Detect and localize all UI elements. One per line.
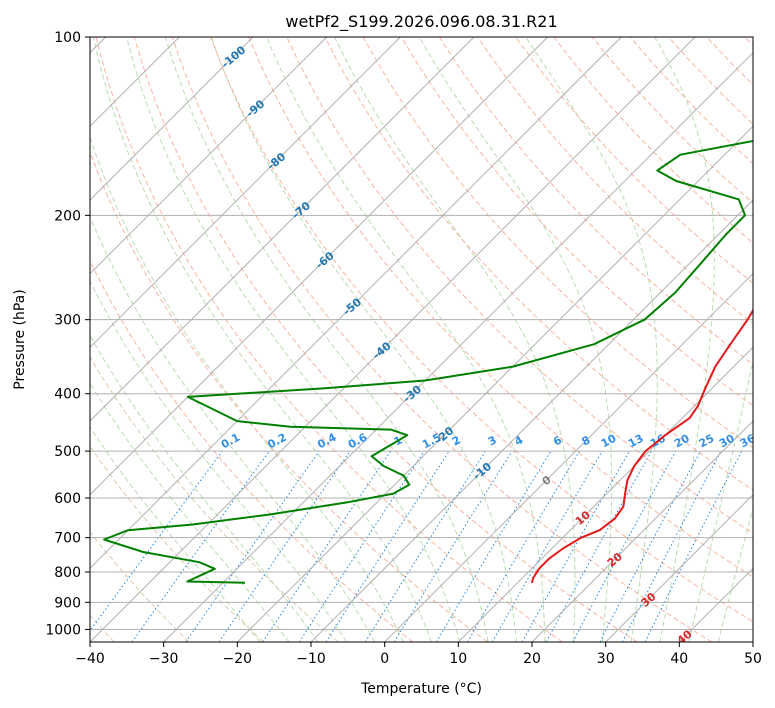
mixing-ratio-label: 25 bbox=[697, 432, 717, 451]
moist-adiabat bbox=[90, 334, 319, 642]
moist-adiabat bbox=[688, 358, 753, 642]
x-tick-label: 10 bbox=[449, 651, 467, 667]
isotherm-line bbox=[163, 51, 753, 642]
x-tick-label: −10 bbox=[296, 651, 326, 667]
moist-adiabat bbox=[210, 37, 517, 642]
mixing-ratio-line bbox=[572, 450, 677, 642]
x-tick-label: −20 bbox=[223, 651, 253, 667]
moist-adiabat bbox=[126, 37, 461, 642]
mixing-ratio-line bbox=[298, 450, 425, 642]
y-tick-label: 200 bbox=[54, 208, 81, 224]
mixing-ratio-line bbox=[545, 450, 653, 642]
mixing-ratio-label: 36 bbox=[738, 432, 758, 451]
dry-adiabat bbox=[438, 37, 753, 366]
dry-adiabat bbox=[324, 37, 753, 491]
dry-adiabat bbox=[90, 445, 264, 642]
mixing-ratio-line bbox=[90, 450, 223, 632]
isotherm-line bbox=[90, 37, 401, 349]
moist-adiabat bbox=[418, 37, 613, 642]
moist-adiabat bbox=[90, 382, 290, 642]
mixing-ratio-lines bbox=[90, 450, 743, 642]
moist-adiabat bbox=[90, 215, 376, 642]
y-tick-label: 800 bbox=[54, 565, 81, 581]
isotherm-line bbox=[90, 37, 328, 275]
y-tick-label: 700 bbox=[54, 531, 81, 547]
mixing-ratio-line bbox=[393, 450, 513, 642]
dry-adiabat bbox=[248, 37, 753, 578]
y-tick-label: 400 bbox=[54, 387, 81, 403]
moist-adiabat bbox=[164, 37, 489, 642]
isotherm-line bbox=[384, 272, 753, 642]
mixing-ratio-line bbox=[218, 450, 351, 642]
moist-adiabat bbox=[525, 37, 658, 642]
x-tick-label: 0 bbox=[380, 651, 389, 667]
isotherm-line bbox=[605, 493, 753, 642]
mixing-ratio-line bbox=[185, 450, 320, 642]
moist-adiabats bbox=[90, 37, 753, 642]
dewpoint-line bbox=[103, 139, 753, 584]
isotherm-line bbox=[310, 199, 753, 642]
axes: −40 −30 −20 −10 0 10 20 30 40 50 100 200 300 400 500 60… bbox=[45, 30, 762, 667]
mixing-ratio-line bbox=[644, 450, 743, 642]
dry-adiabat bbox=[171, 37, 712, 642]
dry-adiabat bbox=[400, 37, 753, 407]
isotherm-line bbox=[90, 37, 475, 422]
isotherm-line bbox=[457, 346, 753, 642]
mixing-ratio-line bbox=[262, 450, 392, 642]
dry-adiabats bbox=[90, 37, 753, 642]
y-tick-label: 600 bbox=[54, 491, 81, 507]
mixing-ratio-label: 30 bbox=[717, 432, 737, 451]
y-tick-label: 100 bbox=[54, 30, 81, 46]
moist-adiabat bbox=[90, 135, 404, 642]
dry-adiabat bbox=[515, 37, 753, 284]
moist-adiabat bbox=[334, 37, 576, 642]
y-axis-label: Pressure (hPa) bbox=[12, 289, 28, 389]
y-tick-label: 500 bbox=[54, 444, 81, 460]
mixing-ratio-line bbox=[521, 450, 630, 642]
isotherm-line bbox=[90, 37, 549, 496]
y-tick-label: 1000 bbox=[45, 622, 81, 638]
dry-adiabat bbox=[90, 150, 488, 642]
x-tick-label: 20 bbox=[523, 651, 541, 667]
isotherm-line bbox=[236, 125, 753, 642]
dry-adiabat bbox=[90, 531, 190, 642]
x-tick-label: 30 bbox=[597, 651, 615, 667]
x-tick-label: −40 bbox=[75, 651, 105, 667]
plot-area: 0.1 0.2 0.4 0.6 1 1.5 2 3 4 6 8 10 13 16 20 25 30 36-100-… bbox=[90, 37, 758, 642]
y-tick-label: 300 bbox=[54, 313, 81, 329]
dry-adiabat bbox=[95, 37, 563, 642]
mixing-ratio-label: 20 bbox=[672, 432, 692, 451]
dry-adiabat bbox=[210, 37, 753, 623]
isotherm-line bbox=[90, 37, 696, 642]
mixing-ratio-line bbox=[131, 450, 270, 642]
moist-adiabat bbox=[92, 37, 432, 642]
x-axis-label: Temperature (°C) bbox=[360, 681, 482, 697]
x-tick-label: 40 bbox=[670, 651, 688, 667]
dry-adiabat bbox=[90, 356, 339, 642]
plot-frame bbox=[89, 36, 754, 643]
y-tick-label: 900 bbox=[54, 595, 81, 611]
moist-adiabat bbox=[654, 37, 715, 642]
moist-adiabat bbox=[266, 37, 546, 642]
isotherm-line bbox=[531, 420, 753, 642]
x-tick-label: −30 bbox=[149, 651, 179, 667]
moist-adiabat bbox=[717, 506, 753, 642]
x-tick-label: 50 bbox=[744, 651, 762, 667]
chart-title: wetPf2_S199.2026.096.08.31.R21 bbox=[285, 12, 557, 32]
profile-lines bbox=[103, 139, 753, 584]
dry-adiabat bbox=[133, 37, 638, 642]
isotherm-line bbox=[90, 37, 254, 201]
isotherm-line bbox=[90, 37, 622, 570]
mixing-ratio-label: 10 bbox=[599, 432, 619, 451]
temperature-line bbox=[531, 308, 753, 584]
moist-adiabat bbox=[90, 426, 261, 642]
isotherm-lines bbox=[90, 37, 753, 642]
mixing-ratio-line bbox=[325, 450, 450, 642]
mixing-ratio-label: 13 bbox=[626, 432, 646, 451]
